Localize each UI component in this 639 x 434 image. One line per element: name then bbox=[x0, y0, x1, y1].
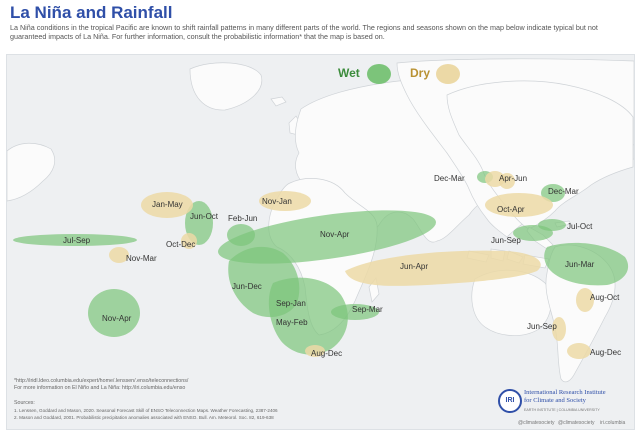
dry-region-argentina bbox=[567, 343, 591, 359]
region-label: Apr-Jun bbox=[499, 174, 528, 183]
wet-region-south-africa bbox=[88, 289, 140, 337]
dry-region-east-asia bbox=[259, 191, 311, 211]
region-label: Jun-Dec bbox=[232, 282, 262, 291]
region-label: Jul-Sep bbox=[63, 236, 91, 245]
legend-wet-label: Wet bbox=[338, 66, 360, 80]
wet-region-australia bbox=[268, 277, 348, 355]
region-label: Feb-Jun bbox=[228, 214, 258, 223]
region-label: Jul-Oct bbox=[567, 222, 593, 231]
social-web[interactable]: iri.columbia bbox=[600, 420, 626, 426]
footer-source-2: 2. Mason and Goddard, 2001. Probabilisti… bbox=[14, 415, 274, 420]
region-label: Oct-Dec bbox=[166, 240, 196, 249]
wet-region-new-zealand bbox=[331, 304, 379, 320]
region-label: Aug-Oct bbox=[590, 293, 620, 302]
iri-name-line1: International Research Institute bbox=[524, 389, 606, 396]
legend-wet-swatch bbox=[367, 64, 391, 84]
dry-region-central-pacific bbox=[345, 250, 541, 286]
iri-subtitle: EARTH INSTITUTE | COLUMBIA UNIVERSITY bbox=[524, 408, 600, 412]
iceland bbox=[270, 96, 287, 107]
region-label: Jan-May bbox=[152, 200, 183, 209]
region-label: Jun-Oct bbox=[190, 212, 218, 221]
region-label-text: Jun-Oct bbox=[190, 212, 219, 221]
region-label: Dec-Mar bbox=[548, 187, 579, 196]
region-label: Sep-Jan bbox=[276, 299, 306, 308]
dry-region-central-chile bbox=[552, 317, 566, 341]
region-label: Nov-Jan bbox=[262, 197, 292, 206]
region-label: Dec-Mar bbox=[434, 174, 465, 183]
legend-dry-swatch bbox=[436, 64, 460, 84]
footer-link-enso[interactable]: For more information on El Niño and La N… bbox=[14, 385, 186, 391]
dry-region-east-africa bbox=[181, 233, 197, 249]
dry-region-gulf-coast bbox=[485, 193, 553, 217]
region-label: Aug-Dec bbox=[311, 349, 343, 358]
region-label: Nov-Mar bbox=[126, 254, 157, 263]
region-label: Jun-Apr bbox=[400, 262, 429, 271]
region-label: Nov-Apr bbox=[102, 314, 132, 323]
wet-region-caribbean bbox=[538, 219, 566, 231]
region-label: Nov-Apr bbox=[320, 230, 350, 239]
dry-region-south-australia bbox=[305, 345, 325, 357]
wet-region-north-brazil bbox=[544, 242, 629, 286]
social-facebook[interactable]: @climatesociety bbox=[558, 420, 595, 426]
footer-sources-title: Sources: bbox=[14, 400, 35, 406]
intro-text: La Niña conditions in the tropical Pacif… bbox=[10, 23, 598, 41]
wet-region-sahel bbox=[13, 234, 137, 246]
north-america-right bbox=[446, 80, 634, 230]
dry-region-southern-brazil bbox=[576, 288, 594, 312]
dry-region-central-africa bbox=[109, 247, 129, 263]
page-title: La Niña and Rainfall bbox=[10, 3, 173, 22]
region-label: May-Feb bbox=[276, 318, 308, 327]
dry-region-great-plains bbox=[499, 173, 515, 189]
region-label: Jun-Sep bbox=[527, 322, 557, 331]
region-label: Sep-Mar bbox=[352, 305, 383, 314]
footer-source-1: 1. Lenssen, Goddard and Mason, 2020. Sea… bbox=[14, 408, 278, 413]
greenland bbox=[189, 62, 263, 111]
social-twitter[interactable]: @climatesociety bbox=[518, 420, 555, 426]
iri-name-line2: for Climate and Society bbox=[524, 396, 586, 404]
region-label: Oct-Apr bbox=[497, 205, 525, 214]
footer-link-probabilistic[interactable]: *http://iridl.ldeo.columbia.edu/expert/h… bbox=[14, 378, 189, 384]
wet-regions bbox=[13, 171, 629, 355]
region-label: Jun-Mar bbox=[565, 260, 595, 269]
map-canvas bbox=[7, 58, 634, 383]
iri-logo: IRI bbox=[498, 389, 522, 413]
dry-region-middle-east bbox=[141, 192, 193, 218]
legend-dry-label: Dry bbox=[410, 66, 431, 80]
dry-regions bbox=[109, 171, 594, 359]
world-map bbox=[6, 54, 635, 430]
region-label: Jun-Sep bbox=[491, 236, 521, 245]
iri-name: International Research Institute for Cli… bbox=[524, 389, 606, 404]
wet-region-canada bbox=[541, 184, 565, 202]
region-label: Aug-Dec bbox=[590, 348, 622, 357]
